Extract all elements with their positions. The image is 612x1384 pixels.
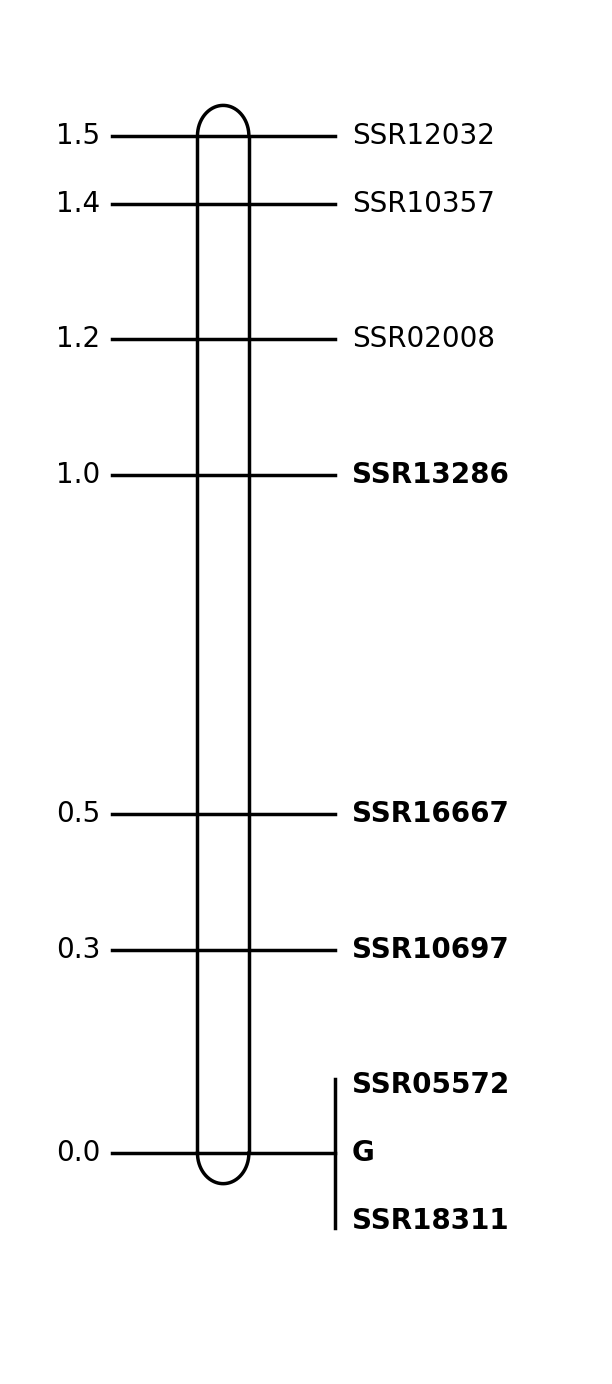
Text: SSR13286: SSR13286 [352,461,509,489]
Text: SSR16667: SSR16667 [352,800,509,828]
Text: 1.5: 1.5 [56,122,100,149]
Text: SSR10357: SSR10357 [352,190,494,217]
Text: SSR12032: SSR12032 [352,122,494,149]
Text: 0.3: 0.3 [56,936,100,963]
Text: G: G [352,1139,375,1167]
Text: 0.0: 0.0 [56,1139,100,1167]
Text: SSR18311: SSR18311 [352,1207,509,1235]
Text: 1.4: 1.4 [56,190,100,217]
Text: SSR10697: SSR10697 [352,936,509,963]
Text: 1.0: 1.0 [56,461,100,489]
Text: SSR02008: SSR02008 [352,325,494,353]
Text: 1.2: 1.2 [56,325,100,353]
Text: SSR05572: SSR05572 [352,1071,509,1099]
Text: 0.5: 0.5 [56,800,100,828]
